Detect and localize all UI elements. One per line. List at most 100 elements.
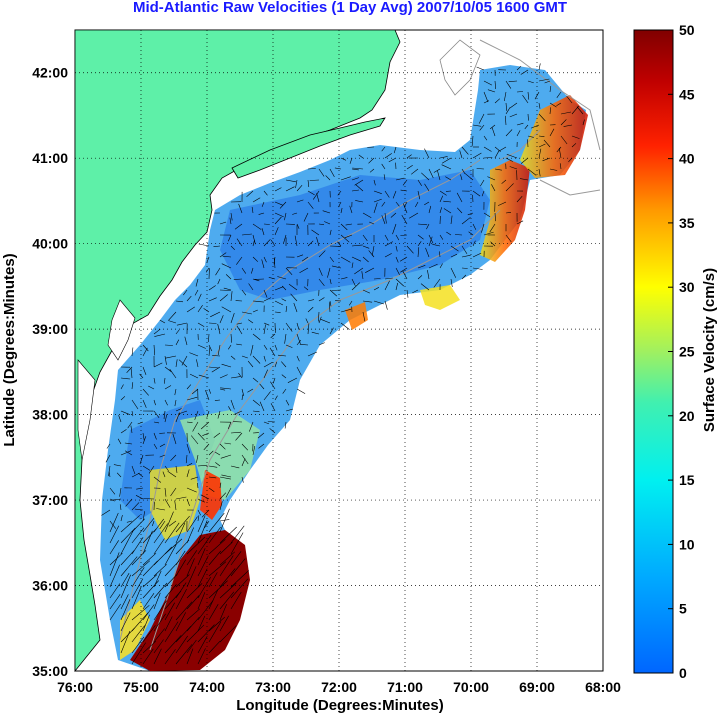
velocity-arrow	[197, 534, 212, 555]
velocity-arrow	[428, 236, 433, 247]
velocity-arrow	[433, 278, 441, 288]
velocity-arrow	[159, 443, 166, 447]
velocity-arrow	[318, 342, 325, 346]
velocity-arrow	[120, 550, 135, 566]
velocity-arrow	[131, 550, 147, 566]
velocity-arrow	[439, 234, 444, 240]
velocity-arrow	[208, 465, 218, 468]
velocity-arrow	[120, 450, 132, 456]
velocity-arrow	[228, 406, 232, 412]
velocity-arrow	[556, 91, 562, 98]
velocity-arrow	[307, 179, 310, 188]
y-tick-label: 35:00	[32, 663, 68, 679]
velocity-arrow	[208, 561, 227, 577]
velocity-arrow	[362, 245, 370, 249]
velocity-arrow	[153, 538, 165, 555]
velocity-arrow	[340, 157, 347, 161]
velocity-arrow	[197, 520, 208, 544]
velocity-arrow	[208, 589, 219, 610]
velocity-arrow	[270, 403, 276, 412]
velocity-arrow	[340, 207, 343, 214]
gulf-stream-edge	[200, 470, 222, 520]
velocity-arrow	[159, 520, 166, 530]
velocity-arrow	[295, 179, 298, 189]
velocity-arrow	[194, 289, 199, 296]
velocity-arrow	[461, 274, 467, 280]
velocity-arrow	[219, 492, 227, 500]
velocity-arrow	[142, 530, 153, 555]
velocity-arrow	[349, 300, 353, 306]
velocity-arrow	[131, 586, 142, 610]
velocity-arrow	[109, 603, 121, 621]
velocity-arrow	[131, 518, 145, 533]
velocity-arrow	[164, 621, 179, 643]
velocity-arrow	[368, 157, 375, 164]
velocity-arrow	[109, 564, 120, 588]
velocity-arrow	[384, 234, 389, 241]
velocity-arrow	[212, 355, 221, 357]
velocity-arrow	[270, 381, 276, 390]
velocity-arrow	[131, 636, 145, 654]
velocity-arrow	[384, 212, 387, 224]
velocity-arrow	[142, 648, 154, 665]
velocity-arrow	[527, 91, 530, 100]
x-tick-label: 75:00	[123, 679, 159, 695]
velocity-arrow	[135, 495, 144, 500]
velocity-arrow	[290, 293, 298, 302]
velocity-arrow	[175, 339, 180, 346]
velocity-arrow	[549, 102, 557, 108]
velocity-arrow	[153, 628, 165, 643]
velocity-arrow	[186, 295, 192, 302]
velocity-arrow	[461, 146, 469, 155]
velocity-arrow	[200, 494, 210, 500]
velocity-arrow	[417, 234, 424, 240]
velocity-arrow	[170, 487, 177, 497]
velocity-arrow	[164, 399, 168, 406]
velocity-arrow	[505, 102, 507, 111]
velocity-arrow	[241, 355, 248, 359]
velocity-arrow	[195, 278, 199, 287]
velocity-arrow	[219, 374, 228, 379]
velocity-arrow	[516, 122, 524, 126]
velocity-arrow	[164, 635, 182, 654]
x-tick-label: 73:00	[255, 679, 291, 695]
velocity-arrow	[252, 377, 259, 383]
velocity-arrow	[225, 274, 232, 280]
velocity-arrow	[205, 267, 210, 273]
velocity-arrow	[168, 320, 177, 324]
velocity-arrow	[206, 256, 210, 263]
velocity-arrow	[230, 431, 241, 434]
velocity-arrow	[450, 215, 453, 225]
velocity-arrow	[230, 291, 233, 302]
velocity-arrow	[241, 394, 243, 401]
velocity-arrow	[318, 267, 323, 276]
velocity-arrow	[516, 220, 524, 225]
velocity-arrow	[213, 245, 221, 247]
velocity-arrow	[446, 231, 452, 236]
velocity-arrow	[164, 511, 174, 533]
velocity-arrow	[258, 212, 265, 215]
velocity-arrow	[211, 366, 221, 373]
velocity-arrow	[164, 522, 180, 544]
velocity-arrow	[437, 170, 441, 181]
velocity-arrow	[527, 135, 534, 138]
velocity-arrow	[208, 297, 217, 302]
velocity-arrow	[120, 574, 131, 599]
velocity-arrow	[303, 286, 309, 291]
colorbar-tick-label: 25	[679, 344, 695, 360]
velocity-arrow	[393, 146, 397, 154]
velocity-arrow	[142, 580, 160, 599]
velocity-arrow	[373, 202, 378, 214]
velocity-arrow	[109, 512, 119, 533]
velocity-arrow	[164, 584, 177, 599]
velocity-arrow	[505, 157, 513, 162]
velocity-arrow	[197, 305, 203, 313]
velocity-arrow	[299, 344, 309, 346]
velocity-arrow	[120, 556, 138, 577]
velocity-arrow	[186, 443, 191, 454]
velocity-arrow	[269, 347, 276, 357]
velocity-arrow	[174, 500, 177, 511]
velocity-arrow	[109, 552, 123, 566]
velocity-arrow	[214, 399, 221, 401]
velocity-arrow	[267, 421, 276, 423]
